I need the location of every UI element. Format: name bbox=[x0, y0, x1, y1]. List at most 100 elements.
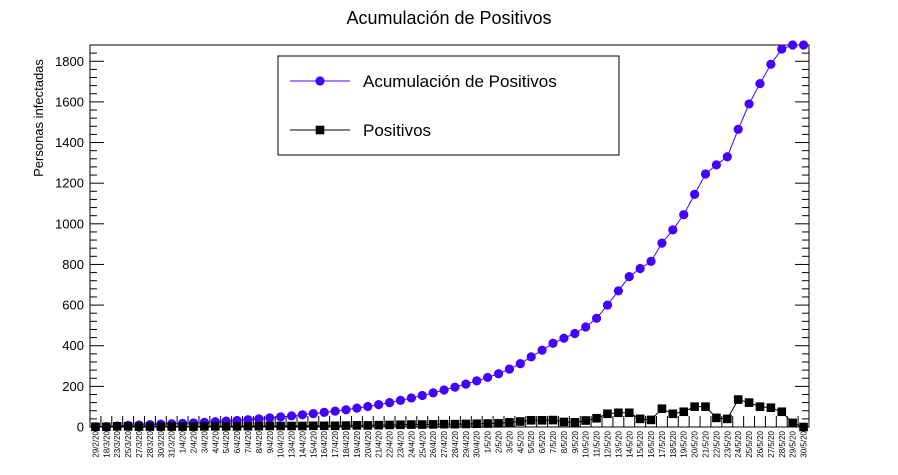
x-tick-label: 29/5/20 bbox=[789, 430, 798, 457]
data-point bbox=[265, 421, 275, 431]
x-tick-label: 10/4/20 bbox=[277, 430, 286, 457]
x-tick-label: 4/5/20 bbox=[516, 430, 525, 453]
y-axis-label: Personas infectadas bbox=[31, 59, 46, 177]
data-point bbox=[591, 313, 602, 323]
data-point bbox=[210, 422, 220, 431]
y-tick-label: 600 bbox=[62, 298, 84, 313]
data-point bbox=[243, 421, 253, 431]
data-point bbox=[319, 407, 329, 417]
data-point bbox=[777, 44, 787, 54]
chart-title: Acumulación de Positivos bbox=[346, 8, 551, 28]
data-point bbox=[352, 421, 362, 430]
data-point bbox=[559, 417, 569, 427]
data-point bbox=[232, 422, 242, 431]
data-point bbox=[712, 413, 721, 423]
data-point bbox=[287, 421, 296, 431]
data-point bbox=[505, 418, 514, 427]
x-tick-label: 21/4/20 bbox=[375, 430, 384, 457]
series-layer bbox=[90, 40, 809, 432]
x-tick-label: 3/4/20 bbox=[200, 430, 209, 453]
data-point bbox=[406, 393, 416, 403]
x-tick-label: 10/5/20 bbox=[582, 430, 591, 457]
x-tick-label: 23/5/20 bbox=[723, 430, 732, 457]
data-point bbox=[657, 404, 667, 414]
x-tick-label: 23/4/20 bbox=[396, 430, 405, 457]
data-point bbox=[156, 422, 166, 431]
x-tick-label: 30/5/20 bbox=[800, 430, 809, 457]
data-point bbox=[570, 418, 580, 427]
data-point bbox=[330, 421, 340, 431]
x-tick-label: 5/4/20 bbox=[222, 430, 231, 453]
x-tick-label: 3/5/20 bbox=[505, 430, 514, 453]
y-tick-label: 0 bbox=[77, 420, 84, 435]
data-point bbox=[493, 369, 504, 379]
x-tick-label: 13/5/20 bbox=[614, 430, 623, 457]
data-point bbox=[766, 403, 776, 412]
data-point bbox=[450, 382, 460, 392]
data-point bbox=[330, 406, 340, 416]
data-point bbox=[428, 420, 438, 429]
data-point bbox=[297, 410, 308, 420]
x-tick-label: 24/5/20 bbox=[734, 430, 743, 457]
data-point bbox=[504, 364, 515, 374]
x-tick-label: 16/4/20 bbox=[320, 430, 329, 457]
data-point bbox=[515, 359, 525, 369]
x-tick-label: 6/5/20 bbox=[538, 430, 547, 453]
data-point bbox=[134, 422, 144, 431]
data-point bbox=[526, 415, 536, 425]
x-tick-label: 15/4/20 bbox=[309, 430, 318, 457]
y-tick-label: 200 bbox=[62, 379, 84, 394]
data-point bbox=[276, 421, 285, 431]
data-point bbox=[679, 210, 689, 220]
data-point bbox=[755, 79, 765, 89]
data-point bbox=[581, 416, 590, 425]
data-point bbox=[352, 403, 362, 413]
x-tick-label: 28/5/20 bbox=[778, 430, 787, 457]
data-point bbox=[363, 401, 373, 412]
data-point bbox=[145, 422, 155, 431]
data-point bbox=[635, 414, 645, 424]
legend-label: Positivos bbox=[363, 121, 431, 140]
x-tick-label: 9/5/20 bbox=[571, 430, 580, 453]
x-tick-label: 31/3/20 bbox=[168, 430, 177, 457]
x-tick-label: 11/5/20 bbox=[593, 430, 602, 457]
x-tick-label: 13/4/20 bbox=[288, 430, 297, 457]
data-point bbox=[428, 388, 438, 398]
data-point bbox=[701, 402, 710, 411]
data-point bbox=[548, 338, 558, 348]
x-tick-label: 19/4/20 bbox=[353, 430, 362, 457]
x-tick-label: 5/5/20 bbox=[527, 430, 536, 453]
data-point bbox=[298, 421, 307, 431]
x-tick-label: 1/5/20 bbox=[484, 430, 493, 453]
series-daily bbox=[91, 395, 808, 432]
data-point bbox=[483, 419, 492, 428]
data-point bbox=[167, 422, 177, 431]
legend-marker bbox=[315, 76, 325, 86]
data-point bbox=[722, 414, 732, 424]
data-point bbox=[668, 225, 678, 235]
data-point bbox=[603, 409, 612, 419]
data-point bbox=[635, 263, 645, 274]
data-point bbox=[341, 405, 351, 415]
data-point bbox=[341, 421, 351, 430]
data-point bbox=[516, 417, 525, 426]
data-point bbox=[548, 415, 558, 425]
x-tick-label: 26/5/20 bbox=[756, 430, 765, 457]
x-tick-label: 1/4/20 bbox=[179, 430, 188, 453]
data-point bbox=[777, 407, 787, 417]
data-point bbox=[526, 352, 536, 362]
data-point bbox=[766, 59, 776, 69]
data-point bbox=[668, 409, 678, 419]
data-point bbox=[472, 419, 482, 429]
x-tick-label: 25/4/20 bbox=[418, 430, 427, 457]
x-tick-label: 18/3/20 bbox=[102, 430, 111, 457]
x-tick-label: 15/5/20 bbox=[636, 430, 645, 457]
x-tick-label: 30/3/20 bbox=[157, 430, 166, 457]
data-point bbox=[614, 408, 623, 418]
x-tick-label: 8/4/20 bbox=[255, 430, 264, 453]
data-point bbox=[319, 421, 329, 431]
data-point bbox=[494, 419, 503, 428]
x-tick-label: 26/4/20 bbox=[429, 430, 438, 457]
